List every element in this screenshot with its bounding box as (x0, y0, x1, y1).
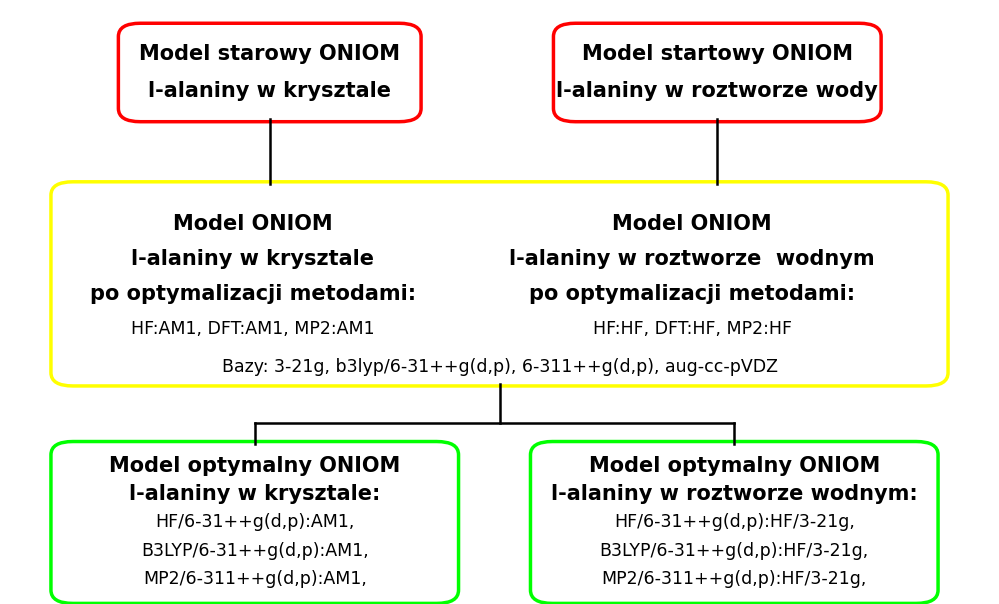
Text: l-alaniny w krysztale: l-alaniny w krysztale (148, 80, 392, 101)
Text: Model ONIOM: Model ONIOM (173, 214, 333, 234)
Text: Bazy: 3-21g, b3lyp/6-31++g(d,p), 6-311++g(d,p), aug-cc-pVDZ: Bazy: 3-21g, b3lyp/6-31++g(d,p), 6-311++… (222, 358, 777, 376)
Text: l-alaniny w roztworze  wodnym: l-alaniny w roztworze wodnym (509, 249, 875, 269)
Text: B3LYP/6-31++g(d,p):AM1,: B3LYP/6-31++g(d,p):AM1, (141, 542, 369, 560)
Text: Model optymalny ONIOM: Model optymalny ONIOM (588, 455, 880, 476)
Text: MP2/6-311++g(d,p):AM1,: MP2/6-311++g(d,p):AM1, (143, 570, 367, 588)
Text: Model starowy ONIOM: Model starowy ONIOM (139, 44, 401, 65)
Text: HF/6-31++g(d,p):AM1,: HF/6-31++g(d,p):AM1, (155, 513, 355, 532)
FancyBboxPatch shape (51, 442, 459, 603)
Text: Model optymalny ONIOM: Model optymalny ONIOM (109, 455, 401, 476)
Text: HF/6-31++g(d,p):HF/3-21g,: HF/6-31++g(d,p):HF/3-21g, (613, 513, 855, 532)
Text: l-alaniny w krysztale: l-alaniny w krysztale (131, 249, 375, 269)
FancyBboxPatch shape (553, 23, 881, 122)
Text: HF:AM1, DFT:AM1, MP2:AM1: HF:AM1, DFT:AM1, MP2:AM1 (131, 320, 375, 338)
Text: Model ONIOM: Model ONIOM (612, 214, 772, 234)
FancyBboxPatch shape (530, 442, 938, 603)
Text: MP2/6-311++g(d,p):HF/3-21g,: MP2/6-311++g(d,p):HF/3-21g, (601, 570, 867, 588)
Text: B3LYP/6-31++g(d,p):HF/3-21g,: B3LYP/6-31++g(d,p):HF/3-21g, (599, 542, 869, 560)
Text: l-alaniny w roztworze wodnym:: l-alaniny w roztworze wodnym: (550, 484, 918, 504)
Text: l-alaniny w roztworze wody: l-alaniny w roztworze wody (556, 80, 878, 101)
Text: Model startowy ONIOM: Model startowy ONIOM (581, 44, 853, 65)
Text: HF:HF, DFT:HF, MP2:HF: HF:HF, DFT:HF, MP2:HF (592, 320, 792, 338)
FancyBboxPatch shape (51, 182, 948, 386)
Text: l-alaniny w krysztale:: l-alaniny w krysztale: (129, 484, 381, 504)
FancyBboxPatch shape (119, 23, 422, 122)
Text: po optymalizacji metodami:: po optymalizacji metodami: (529, 284, 855, 304)
Text: po optymalizacji metodami:: po optymalizacji metodami: (90, 284, 416, 304)
